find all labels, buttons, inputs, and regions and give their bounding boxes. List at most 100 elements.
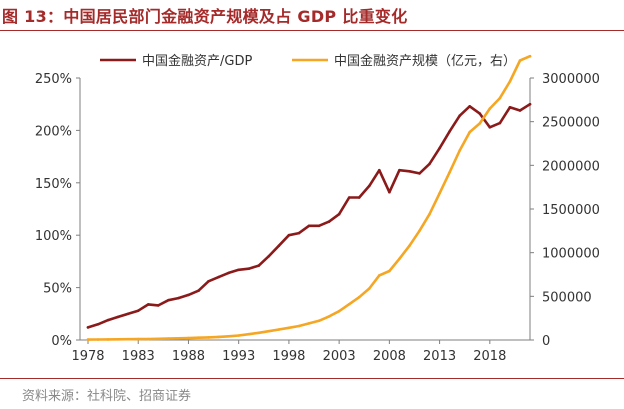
series-1-point xyxy=(227,271,230,275)
y-left-tick-label: 0% xyxy=(51,334,72,349)
series-1-point xyxy=(488,126,492,129)
series-1-point xyxy=(197,289,200,293)
series-2-point xyxy=(237,334,240,337)
series-2-point xyxy=(106,338,110,341)
series-1-point xyxy=(368,184,371,188)
series-2-point xyxy=(157,337,160,341)
y-right-tick-label: 0 xyxy=(542,334,550,349)
series-1-point xyxy=(126,312,130,316)
series-2-point xyxy=(227,335,230,338)
series-1-point xyxy=(418,172,421,175)
x-tick-label: 2013 xyxy=(423,349,456,364)
series-1-point xyxy=(337,212,341,216)
series-1-point xyxy=(317,224,321,228)
series-2-point xyxy=(347,302,351,306)
series-1-point xyxy=(458,114,462,117)
series-1-point xyxy=(86,326,90,329)
series-1-point xyxy=(247,267,250,271)
y-left-tick-label: 250% xyxy=(35,72,72,87)
series-1-point xyxy=(297,231,301,235)
x-tick-label: 1998 xyxy=(272,349,305,364)
series-2-point xyxy=(428,212,431,216)
series-1-point xyxy=(327,220,331,223)
x-tick-label: 1978 xyxy=(71,349,104,364)
series-2-point xyxy=(368,287,371,290)
legend-label-2: 中国金融资产规模（亿元，右） xyxy=(334,53,516,69)
series-2-point xyxy=(488,107,492,110)
series-2-point xyxy=(458,149,462,152)
series-1-point xyxy=(136,309,140,313)
series-2-point xyxy=(408,244,411,247)
series-2-point xyxy=(136,337,140,341)
y-left-tick-label: 100% xyxy=(35,229,72,244)
series-1-point xyxy=(347,196,351,199)
series-2-point xyxy=(257,331,261,335)
series-1-point xyxy=(428,162,431,166)
series-1-point xyxy=(388,190,391,194)
source-divider xyxy=(0,378,624,379)
series-2-point xyxy=(327,315,331,318)
series-2-point xyxy=(247,332,250,336)
series-2-point xyxy=(167,337,170,340)
series-1-point xyxy=(287,233,291,237)
series-1-point xyxy=(267,254,271,258)
series-2-point xyxy=(147,337,150,341)
title-divider xyxy=(0,30,624,31)
series-2-point xyxy=(478,122,482,125)
series-1-point xyxy=(357,196,361,199)
series-line-2 xyxy=(86,54,532,341)
series-1-point xyxy=(257,264,261,267)
y-left-tick-label: 50% xyxy=(43,282,72,297)
series-1-point xyxy=(177,296,180,300)
series-2-point xyxy=(126,337,130,341)
series-2-point xyxy=(317,319,321,323)
series-2-point xyxy=(337,309,341,313)
series-2-point xyxy=(277,328,281,331)
y-right-tick-label: 1500000 xyxy=(542,203,600,218)
series-2-point xyxy=(498,96,502,100)
series-1-point xyxy=(106,318,110,322)
series-1-point xyxy=(408,170,411,173)
series-2-point xyxy=(307,322,311,325)
series-2-point xyxy=(438,192,441,195)
series-1-point xyxy=(207,280,210,283)
x-tick-label: 2008 xyxy=(373,349,406,364)
series-1-point xyxy=(478,112,482,115)
series-1-point xyxy=(167,298,170,302)
series-2-point xyxy=(187,336,190,340)
legend-label-1: 中国金融资产/GDP xyxy=(142,53,252,69)
x-tick-label: 2018 xyxy=(473,349,506,364)
y-left-tick-label: 150% xyxy=(35,177,72,192)
series-2-point xyxy=(297,324,301,328)
x-tick-label: 1983 xyxy=(122,349,155,364)
series-2-point xyxy=(378,274,381,277)
series-1-point xyxy=(508,106,512,109)
series-1-point xyxy=(468,105,472,108)
series-2-point xyxy=(197,336,200,340)
series-2-point xyxy=(418,229,421,233)
x-tick-label: 1993 xyxy=(222,349,255,364)
series-1-point xyxy=(187,293,190,297)
y-right-tick-label: 2000000 xyxy=(542,159,600,174)
series-1-point xyxy=(378,168,381,172)
series-1-point xyxy=(217,275,220,279)
source-note: 资料来源：社科院、招商证券 xyxy=(22,389,192,404)
series-2-point xyxy=(528,54,532,58)
series-2-point xyxy=(217,335,220,339)
figure-title: 图 13：中国居民部门金融资产规模及占 GDP 比重变化 xyxy=(2,7,408,26)
series-2-point xyxy=(96,338,100,341)
series-1-point xyxy=(518,109,522,112)
series-2-point xyxy=(177,337,180,340)
series-1-point xyxy=(157,304,160,307)
series-1-point xyxy=(237,268,240,272)
series-1-point xyxy=(528,102,532,106)
y-right-tick-label: 2500000 xyxy=(542,116,600,131)
series-2-point xyxy=(468,130,472,134)
series-2-point xyxy=(508,80,512,83)
series-1-point xyxy=(307,224,311,228)
series-line-1 xyxy=(86,102,532,329)
y-right-tick-label: 500000 xyxy=(542,290,592,305)
series-1-point xyxy=(448,130,451,133)
series-2-point xyxy=(518,59,522,62)
